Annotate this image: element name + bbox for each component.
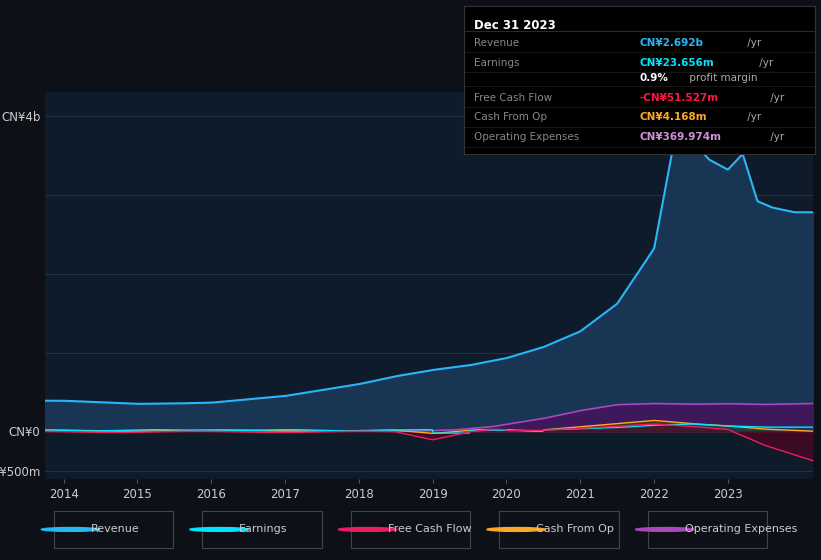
Text: Earnings: Earnings: [475, 58, 520, 68]
Circle shape: [41, 528, 100, 531]
Text: /yr: /yr: [744, 112, 761, 122]
Text: Free Cash Flow: Free Cash Flow: [388, 525, 471, 534]
Circle shape: [487, 528, 546, 531]
Text: Cash From Op: Cash From Op: [475, 112, 548, 122]
Text: CN¥369.974m: CN¥369.974m: [640, 132, 722, 142]
Text: Operating Expenses: Operating Expenses: [685, 525, 797, 534]
Circle shape: [338, 528, 397, 531]
Text: Revenue: Revenue: [475, 39, 520, 49]
Text: /yr: /yr: [744, 39, 761, 49]
Text: 0.9%: 0.9%: [640, 73, 668, 82]
Text: profit margin: profit margin: [686, 73, 758, 82]
Text: Dec 31 2023: Dec 31 2023: [475, 19, 556, 32]
Text: Operating Expenses: Operating Expenses: [475, 132, 580, 142]
Text: /yr: /yr: [755, 58, 773, 68]
Text: CN¥2.692b: CN¥2.692b: [640, 39, 704, 49]
Text: -CN¥51.527m: -CN¥51.527m: [640, 92, 718, 102]
Text: CN¥23.656m: CN¥23.656m: [640, 58, 714, 68]
Text: Free Cash Flow: Free Cash Flow: [475, 92, 553, 102]
Text: CN¥4.168m: CN¥4.168m: [640, 112, 707, 122]
Circle shape: [190, 528, 249, 531]
Text: Cash From Op: Cash From Op: [536, 525, 614, 534]
Text: Earnings: Earnings: [239, 525, 287, 534]
Text: Revenue: Revenue: [90, 525, 140, 534]
Text: /yr: /yr: [767, 92, 784, 102]
Circle shape: [635, 528, 694, 531]
Text: /yr: /yr: [767, 132, 784, 142]
